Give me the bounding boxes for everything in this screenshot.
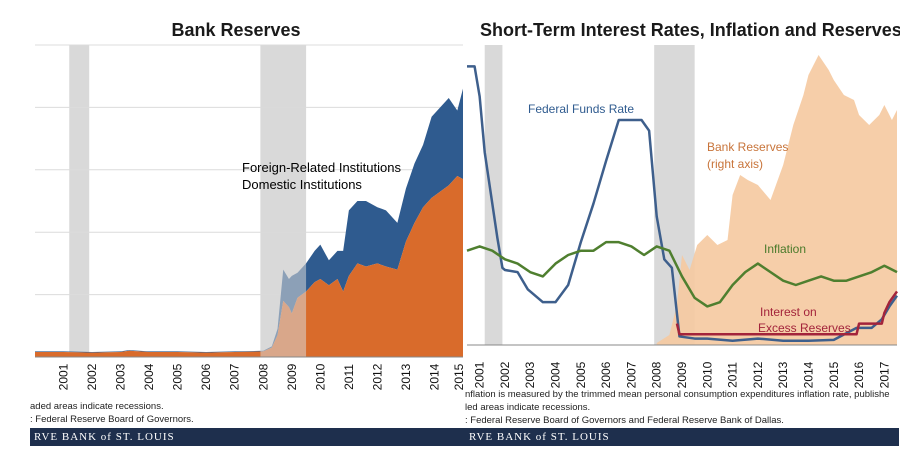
- bank-reserves-chart: 2001 2002 2003 2004 2005 2006 2007 2008 2009 2010…: [35, 44, 466, 390]
- x-tick-label: 2008: [256, 363, 270, 390]
- series-line-fed-funds: [467, 65, 899, 342]
- x-tick-label: 2017: [877, 361, 891, 388]
- x-tick-label: 2012: [751, 361, 765, 388]
- x-tick-label: 2002: [498, 361, 512, 388]
- label-ioer-1: Interest on: [760, 305, 817, 319]
- x-tick-label: 2013: [399, 363, 413, 390]
- note-inflation: nflation is measured by the trimmed mean…: [465, 389, 890, 400]
- x-tick-label: 2007: [624, 361, 638, 388]
- label-inflation: Inflation: [764, 242, 807, 256]
- series-area-foreign: [35, 88, 463, 353]
- x-tick-label: 2016: [852, 361, 866, 388]
- recession-band: [484, 45, 503, 345]
- x-tick-label: 2008: [650, 361, 664, 388]
- label-fed-funds: Federal Funds Rate: [528, 102, 635, 116]
- chart-title: Bank Reserves: [171, 20, 301, 40]
- note-source: : Federal Reserve Board of Governors and…: [465, 415, 784, 426]
- x-tick-label: 2009: [675, 361, 689, 388]
- x-tick-label: 2012: [370, 363, 384, 390]
- x-tick-label: 2010: [700, 361, 714, 388]
- x-tick-label: 2015: [452, 363, 466, 390]
- series-area-domestic: [35, 176, 463, 357]
- rates-inflation-panel: Short-Term Interest Rates, Inflation and…: [465, 0, 900, 456]
- recession-band: [69, 45, 90, 357]
- series-line-inflation: [466, 240, 898, 308]
- x-tick-label: 2011: [342, 364, 356, 390]
- chart-title: Short-Term Interest Rates, Inflation and…: [480, 20, 900, 40]
- series-line-ioer: [675, 290, 899, 336]
- footer-bar: RVE BANK of ST. LOUIS: [465, 428, 899, 446]
- x-tick-label: 2005: [171, 363, 185, 390]
- x-tick-label: 2005: [574, 361, 588, 388]
- x-tick-label: 2011: [726, 362, 740, 388]
- bank-reserves-panel: Bank Reserves 2001 2002 2003 2004 2005 2006 20…: [30, 20, 472, 446]
- label-ioer-2: Excess Reserves: [758, 321, 851, 335]
- x-tick-label: 2010: [313, 363, 327, 390]
- x-tick-label: 2002: [85, 363, 99, 390]
- recession-overlay: [260, 45, 307, 357]
- legend-foreign: Foreign-Related Institutions: [242, 160, 401, 175]
- label-right-axis: (right axis): [707, 157, 764, 171]
- x-tick-label: 2015: [827, 361, 841, 388]
- note-recessions: aded areas indicate recessions.: [30, 401, 164, 412]
- note-source: : Federal Reserve Board of Governors.: [30, 414, 194, 425]
- x-tick-label: 2014: [427, 363, 441, 390]
- x-tick-label: 2003: [114, 363, 128, 390]
- footer-bar: RVE BANK of ST. LOUIS: [30, 428, 472, 446]
- x-tick-label: 2004: [142, 363, 156, 390]
- x-tick-label: 2007: [228, 363, 242, 390]
- x-tick-label: 2001: [57, 363, 71, 390]
- x-tick-label: 2006: [199, 363, 213, 390]
- legend-domestic: Domestic Institutions: [242, 177, 362, 192]
- x-tick-label: 2013: [776, 361, 790, 388]
- rates-inflation-chart: 2001 2002 2003 2004 2005 2006 2007 2008 2009 2010…: [466, 45, 899, 388]
- series-area-bank-reserves: [656, 55, 897, 345]
- x-tick-label: 2009: [285, 363, 299, 390]
- label-bank-reserves: Bank Reserves: [707, 140, 789, 154]
- x-tick-label: 2001: [473, 361, 487, 388]
- x-tick-label: 2006: [599, 361, 613, 388]
- x-tick-label: 2003: [523, 361, 537, 388]
- x-tick-label: 2014: [801, 361, 815, 388]
- note-recessions: led areas indicate recessions.: [465, 402, 591, 413]
- x-tick-label: 2004: [549, 361, 563, 388]
